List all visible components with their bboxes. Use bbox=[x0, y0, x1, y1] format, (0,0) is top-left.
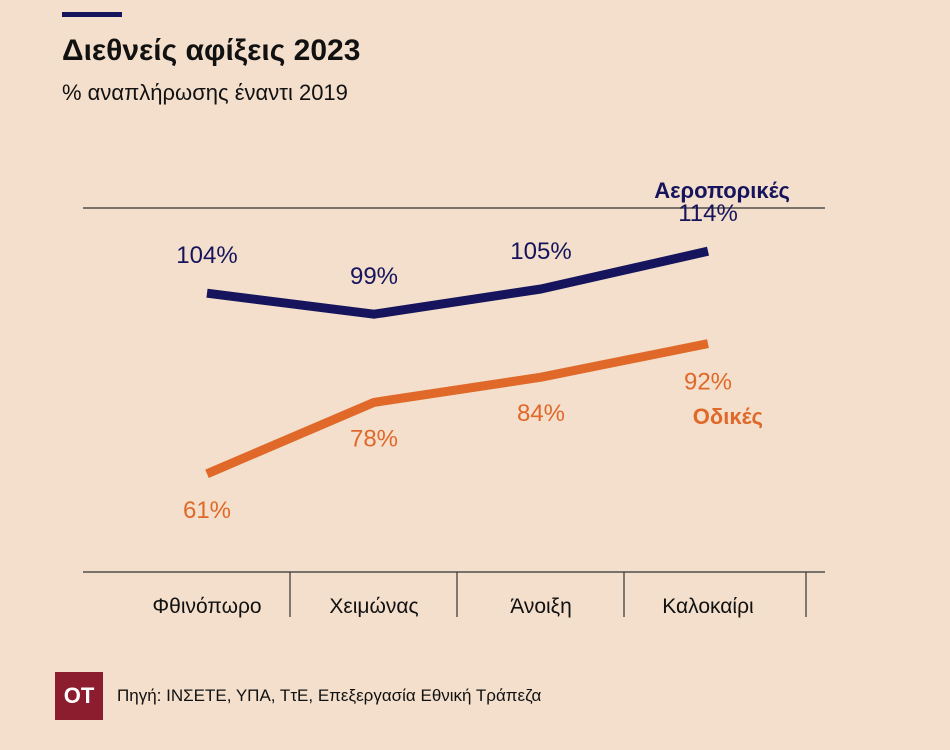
road-arrivals-line bbox=[205, 339, 709, 478]
air-data-label: 99% bbox=[350, 263, 398, 290]
air-arrivals-line bbox=[206, 246, 709, 319]
air-data-label: 114% bbox=[678, 200, 738, 227]
title-accent-rule bbox=[62, 12, 122, 17]
road-data-label: 92% bbox=[684, 369, 732, 396]
chart-subtitle: % αναπλήρωσης έναντι 2019 bbox=[62, 80, 348, 105]
x-tick-label: Φθινόπωρο bbox=[152, 595, 261, 618]
air-data-label: 105% bbox=[510, 238, 571, 265]
legend-label-air: Αεροπορικές bbox=[654, 178, 790, 203]
road-data-label: 78% bbox=[350, 425, 398, 452]
legend-label-road: Οδικές bbox=[693, 404, 763, 429]
x-tick-label: Χειμώνας bbox=[329, 595, 418, 618]
road-data-label: 84% bbox=[517, 400, 565, 427]
air-data-label: 104% bbox=[176, 242, 237, 269]
road-data-label: 61% bbox=[183, 497, 231, 524]
x-tick-label: Άνοιξη bbox=[510, 595, 572, 618]
footer: ΟΤ Πηγή: ΙΝΣΕΤΕ, ΥΠΑ, ΤτΕ, Επεξεργασία Ε… bbox=[55, 672, 541, 720]
x-tick-label: Καλοκαίρι bbox=[662, 595, 754, 618]
publisher-logo: ΟΤ bbox=[55, 672, 103, 720]
source-note: Πηγή: ΙΝΣΕΤΕ, ΥΠΑ, ΤτΕ, Επεξεργασία Εθνι… bbox=[117, 686, 542, 705]
chart-title: Διεθνείς αφίξεις 2023 bbox=[62, 34, 361, 67]
